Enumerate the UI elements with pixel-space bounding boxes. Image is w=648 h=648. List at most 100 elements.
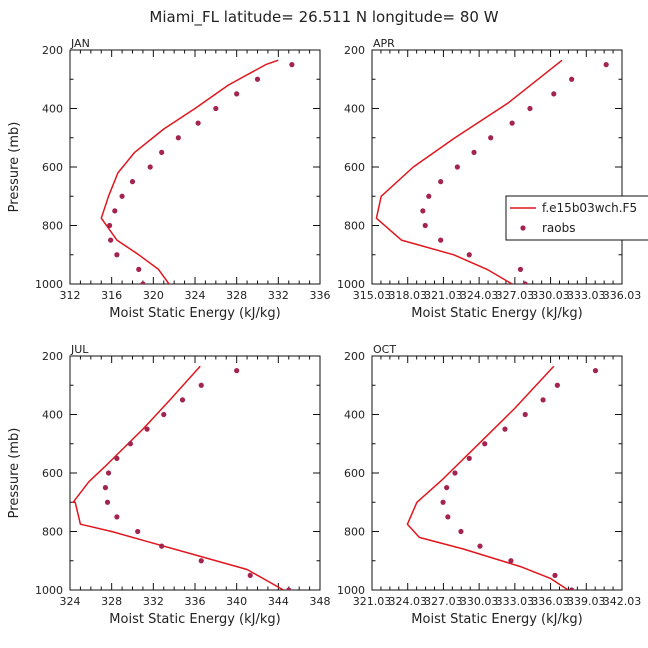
jul-raob-point: [105, 470, 112, 476]
oct-ytick-label: 600: [344, 467, 365, 480]
oct-ytick-label: 400: [344, 409, 365, 422]
jan-raob-point: [175, 135, 181, 141]
apr-legend: f.e15b03wch.F5 raobs: [505, 195, 648, 241]
apr-raob-point: [488, 135, 494, 141]
jul-ytick-label: 200: [42, 350, 63, 363]
apr-xtick-label: 330.03: [531, 289, 570, 302]
jul-raob-point: [127, 441, 134, 447]
apr-xtick-label: 321.03: [424, 289, 463, 302]
jan-raob-point: [289, 62, 295, 68]
oct-ytick-label: 800: [344, 526, 365, 539]
jul-ylabel: Pressure (mb): [7, 428, 22, 519]
jul-xtick-label: 336: [185, 595, 206, 608]
oct-xtick-label: 336.03: [531, 595, 570, 608]
jan-raob-point: [195, 120, 201, 126]
jul-panel: JUL 324 328 332 336 340 344 348 200 400 600 800 1000…: [7, 343, 331, 627]
oct-data: [406, 365, 599, 590]
apr-ytick-label: 200: [344, 44, 365, 57]
apr-data: [375, 59, 609, 284]
apr-title: APR: [373, 37, 395, 50]
jan-raob-point: [106, 222, 113, 229]
jul-raob-point: [102, 485, 109, 491]
apr-raob-point: [454, 164, 460, 170]
apr-raob-point: [471, 149, 477, 155]
apr-xlabel: Moist Static Energy (kJ/kg): [411, 306, 582, 321]
oct-xtick-label: 324.03: [388, 595, 427, 608]
jan-raob-point: [112, 208, 118, 214]
apr-xtick-label: 315.03: [353, 289, 392, 302]
jul-raob-point: [135, 528, 141, 535]
jul-ytick-label: 600: [42, 467, 63, 480]
apr-raob-point: [466, 252, 472, 258]
oct-xtick-label: 327.03: [424, 595, 463, 608]
apr-xtick-label: 336.03: [603, 289, 642, 302]
jan-ytick-label: 600: [42, 161, 63, 174]
oct-xtick-label: 339.03: [567, 595, 606, 608]
apr-raob-point: [422, 222, 428, 229]
oct-raob-point: [440, 499, 446, 505]
jan-ytick-label: 800: [42, 220, 63, 233]
oct-ytick-label: 200: [344, 350, 365, 363]
jul-ytick-label: 400: [42, 409, 63, 422]
jan-raob-point: [140, 281, 146, 284]
oct-xtick-label: 321.03: [353, 595, 392, 608]
jul-raob-point: [198, 558, 204, 564]
jul-raob-point: [159, 543, 165, 549]
oct-xtick-label: 333.03: [496, 595, 535, 608]
apr-raob-point: [527, 105, 533, 112]
jan-xtick-label: 324: [185, 289, 206, 302]
oct-raob-point: [540, 397, 546, 403]
jan-raob-point: [213, 105, 219, 112]
jan-raob-point: [119, 193, 125, 199]
apr-raob-point: [551, 91, 557, 97]
jul-model-line: [72, 365, 284, 590]
jul-xlabel: Moist Static Energy (kJ/kg): [109, 612, 280, 627]
apr-raob-point: [509, 120, 515, 126]
jan-data: [100, 59, 295, 284]
jan-xtick-label: 328: [226, 289, 247, 302]
oct-raob-point: [508, 558, 514, 564]
oct-raob-point: [445, 514, 451, 520]
oct-frame: [371, 355, 623, 591]
oct-ytick-label: 1000: [337, 584, 365, 597]
jul-data: [72, 365, 292, 590]
apr-ytick-label: 400: [344, 103, 365, 116]
jan-ylabel: Pressure (mb): [7, 122, 22, 213]
jul-raob-point: [114, 455, 120, 461]
oct-raob-point: [452, 470, 458, 476]
jul-xtick-label: 328: [101, 595, 122, 608]
jul-title: JUL: [70, 343, 89, 356]
jan-frame: [69, 49, 321, 285]
jan-xtick-label: 320: [143, 289, 164, 302]
legend-entry-model: f.e15b03wch.F5: [542, 201, 637, 215]
oct-raob-point: [477, 543, 483, 549]
jan-raob-point: [159, 149, 165, 155]
jan-raob-point: [254, 76, 261, 82]
jan-title: JAN: [70, 37, 90, 50]
oct-xtick-label: 342.03: [603, 595, 642, 608]
apr-xtick-label: 327.03: [496, 289, 535, 302]
apr-raob-point: [517, 266, 524, 272]
jan-raob-point: [136, 266, 142, 272]
jan-ytick-label: 200: [42, 44, 63, 57]
jan-xtick-label: 316: [101, 289, 122, 302]
apr-ytick-label: 1000: [337, 278, 365, 291]
oct-raob-point: [482, 441, 488, 447]
oct-raob-point: [502, 426, 508, 432]
oct-xlabel: Moist Static Energy (kJ/kg): [411, 612, 582, 627]
legend-point-swatch: [520, 225, 526, 231]
jan-ytick-label: 400: [42, 103, 63, 116]
oct-panel: OCT321.03324.03327.03330.03333.03336.033…: [337, 343, 641, 627]
oct-raob-point: [569, 587, 575, 590]
oct-model-line: [406, 365, 569, 590]
oct-raob-point: [466, 455, 472, 461]
jan-raob-point: [234, 91, 240, 97]
oct-title: OCT: [373, 343, 396, 356]
jul-raob-point: [104, 499, 111, 505]
jan-raob-point: [114, 252, 120, 258]
jul-xtick-label: 332: [143, 595, 164, 608]
oct-raob-point: [522, 411, 528, 418]
jul-raob-point: [247, 572, 253, 578]
jul-xtick-label: 340: [226, 595, 247, 608]
